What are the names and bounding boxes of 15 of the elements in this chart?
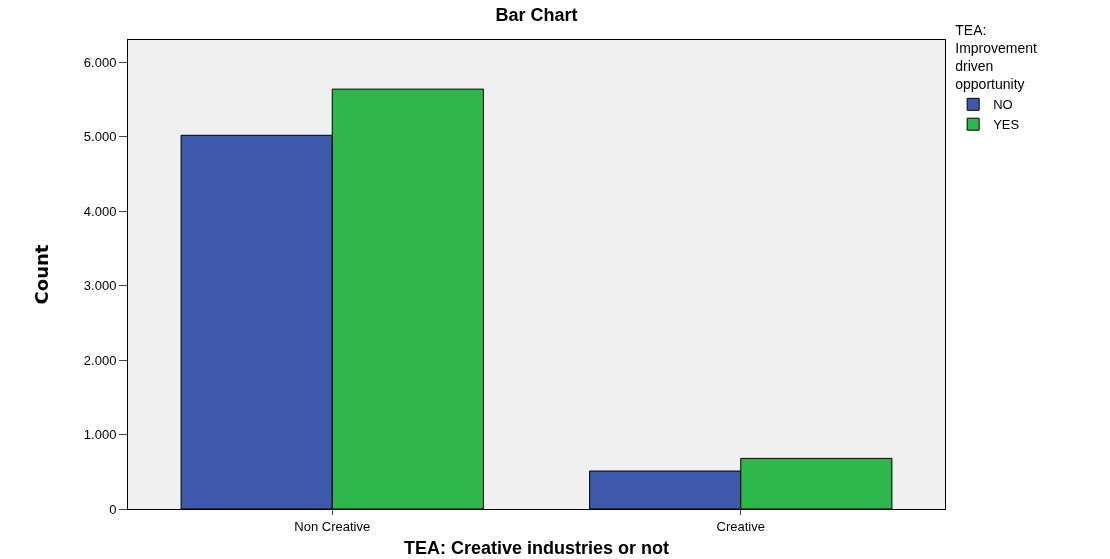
legend-label: NO (993, 97, 1013, 113)
y-tick-label: 5.000 (83, 129, 117, 145)
legend-label: YES (993, 117, 1020, 133)
x-tick-label: Creative (716, 518, 765, 534)
y-tick-label: 3.000 (83, 278, 117, 294)
y-axis-title: Count (31, 244, 53, 305)
legend-title: TEA: Improvement driven opportunity (955, 21, 1038, 93)
y-tick-label: 4.000 (83, 203, 117, 219)
chart-title: Bar Chart (495, 4, 578, 25)
x-tick-label: Non Creative (294, 518, 371, 534)
y-tick-label: 1.000 (83, 427, 117, 443)
y-tick-label: 0 (109, 501, 117, 517)
x-axis-title: TEA: Creative industries or not (403, 537, 670, 558)
y-tick-label: 2.000 (83, 352, 117, 368)
y-tick-label: 6.000 (83, 54, 117, 70)
